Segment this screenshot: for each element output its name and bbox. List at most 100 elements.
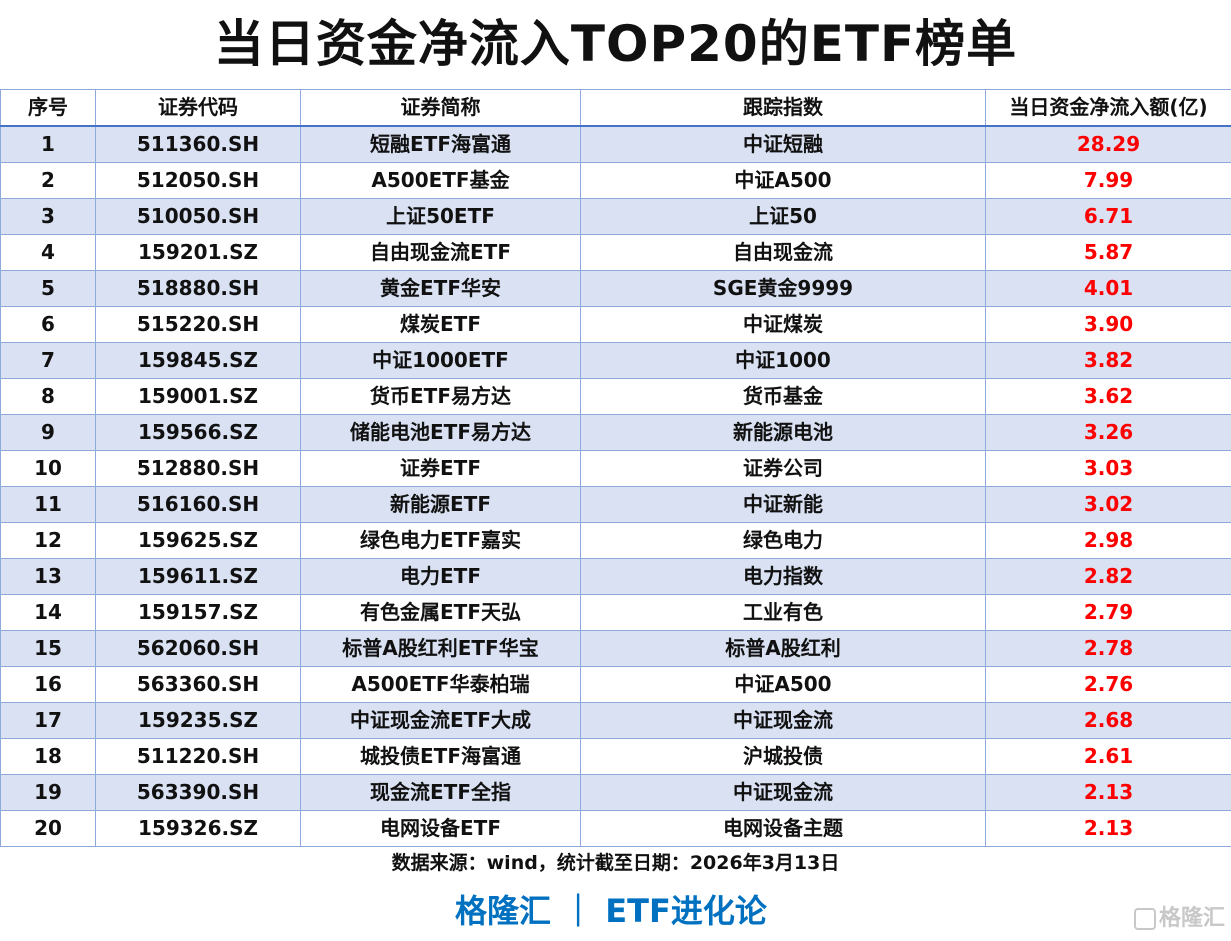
table-header: 序号 证券代码 证券简称 跟踪指数 当日资金净流入额(亿) [0,89,1231,127]
cell-name: 上证50ETF [300,198,581,235]
cell-code: 159845.SZ [95,342,301,379]
table-row: 7 159845.SZ 中证1000ETF 中证1000 3.82 [0,342,1231,379]
cell-index: 绿色电力 [580,522,986,559]
table-row: 2 512050.SH A500ETF基金 中证A500 7.99 [0,162,1231,199]
cell-rank: 5 [0,270,96,307]
cell-rank: 11 [0,486,96,523]
cell-name: 电网设备ETF [300,810,581,847]
cell-rank: 2 [0,162,96,199]
cell-code: 511220.SH [95,738,301,775]
column-header-name: 证券简称 [300,89,581,127]
cell-net-inflow: 3.90 [985,306,1231,343]
data-source-note: 数据来源：wind，统计截至日期：2026年3月13日 [391,852,840,874]
column-header-net-inflow: 当日资金净流入额(亿) [985,89,1231,127]
cell-code: 562060.SH [95,630,301,667]
table-row: 18 511220.SH 城投债ETF海富通 沪城投债 2.61 [0,738,1231,775]
cell-index: 工业有色 [580,594,986,631]
cell-name: 标普A股红利ETF华宝 [300,630,581,667]
cell-name: 绿色电力ETF嘉实 [300,522,581,559]
cell-net-inflow: 2.98 [985,522,1231,559]
column-header-rank: 序号 [0,89,96,127]
cell-name: 中证现金流ETF大成 [300,702,581,739]
table-row: 9 159566.SZ 储能电池ETF易方达 新能源电池 3.26 [0,414,1231,451]
cell-index: 标普A股红利 [580,630,986,667]
cell-code: 159326.SZ [95,810,301,847]
cell-name: 电力ETF [300,558,581,595]
cell-rank: 13 [0,558,96,595]
cell-rank: 9 [0,414,96,451]
cell-name: 中证1000ETF [300,342,581,379]
cell-code: 563390.SH [95,774,301,811]
table-row: 14 159157.SZ 有色金属ETF天弘 工业有色 2.79 [0,594,1231,631]
cell-rank: 1 [0,125,96,163]
cell-net-inflow: 3.03 [985,450,1231,487]
watermark-logo: 格隆汇 [1133,904,1225,934]
cell-rank: 6 [0,306,96,343]
cell-net-inflow: 6.71 [985,198,1231,235]
cell-code: 159566.SZ [95,414,301,451]
cell-name: 货币ETF易方达 [300,378,581,415]
cell-rank: 20 [0,810,96,847]
cell-index: 上证50 [580,198,986,235]
cell-code: 510050.SH [95,198,301,235]
cell-code: 159001.SZ [95,378,301,415]
cell-rank: 3 [0,198,96,235]
cell-code: 159201.SZ [95,234,301,271]
cell-rank: 19 [0,774,96,811]
cell-index: 中证短融 [580,125,986,163]
page-title: 当日资金净流入TOP20的ETF榜单 [213,15,1018,73]
table-row: 20 159326.SZ 电网设备ETF 电网设备主题 2.13 [0,810,1231,847]
cell-index: 中证现金流 [580,774,986,811]
cell-rank: 12 [0,522,96,559]
cell-index: 中证煤炭 [580,306,986,343]
cell-net-inflow: 2.68 [985,702,1231,739]
cell-code: 159611.SZ [95,558,301,595]
cell-code: 512880.SH [95,450,301,487]
cell-net-inflow: 2.76 [985,666,1231,703]
cell-code: 511360.SH [95,125,301,163]
table-row: 17 159235.SZ 中证现金流ETF大成 中证现金流 2.68 [0,702,1231,739]
cell-name: A500ETF基金 [300,162,581,199]
cell-net-inflow: 3.26 [985,414,1231,451]
cell-code: 518880.SH [95,270,301,307]
cell-net-inflow: 7.99 [985,162,1231,199]
cell-name: A500ETF华泰柏瑞 [300,666,581,703]
cell-index: 自由现金流 [580,234,986,271]
cell-index: 电力指数 [580,558,986,595]
table-row: 12 159625.SZ 绿色电力ETF嘉实 绿色电力 2.98 [0,522,1231,559]
cell-rank: 15 [0,630,96,667]
cell-net-inflow: 5.87 [985,234,1231,271]
brand-label: 格隆汇 ｜ ETF进化论 [455,892,767,930]
cell-index: 中证现金流 [580,702,986,739]
table-row: 16 563360.SH A500ETF华泰柏瑞 中证A500 2.76 [0,666,1231,703]
cell-name: 储能电池ETF易方达 [300,414,581,451]
cell-rank: 4 [0,234,96,271]
cell-index: 中证新能 [580,486,986,523]
cell-net-inflow: 2.61 [985,738,1231,775]
cell-code: 563360.SH [95,666,301,703]
etf-table: 序号 证券代码 证券简称 跟踪指数 当日资金净流入额(亿) 1 511360.SH 短融ET… [0,89,1231,847]
cell-name: 黄金ETF华安 [300,270,581,307]
cell-index: 证券公司 [580,450,986,487]
cell-rank: 14 [0,594,96,631]
table-row: 11 516160.SH 新能源ETF 中证新能 3.02 [0,486,1231,523]
cell-name: 煤炭ETF [300,306,581,343]
cell-name: 短融ETF海富通 [300,125,581,163]
cell-code: 516160.SH [95,486,301,523]
column-header-code: 证券代码 [95,89,301,127]
table-row: 3 510050.SH 上证50ETF 上证50 6.71 [0,198,1231,235]
cell-index: 中证A500 [580,162,986,199]
table-row: 1 511360.SH 短融ETF海富通 中证短融 28.29 [0,125,1231,163]
cell-rank: 10 [0,450,96,487]
cell-code: 159235.SZ [95,702,301,739]
logo-icon [1133,908,1156,930]
cell-net-inflow: 2.78 [985,630,1231,667]
cell-index: 中证1000 [580,342,986,379]
cell-index: 新能源电池 [580,414,986,451]
cell-name: 现金流ETF全指 [300,774,581,811]
cell-name: 有色金属ETF天弘 [300,594,581,631]
table-row: 10 512880.SH 证券ETF 证券公司 3.03 [0,450,1231,487]
table-row: 15 562060.SH 标普A股红利ETF华宝 标普A股红利 2.78 [0,630,1231,667]
cell-rank: 16 [0,666,96,703]
cell-name: 新能源ETF [300,486,581,523]
